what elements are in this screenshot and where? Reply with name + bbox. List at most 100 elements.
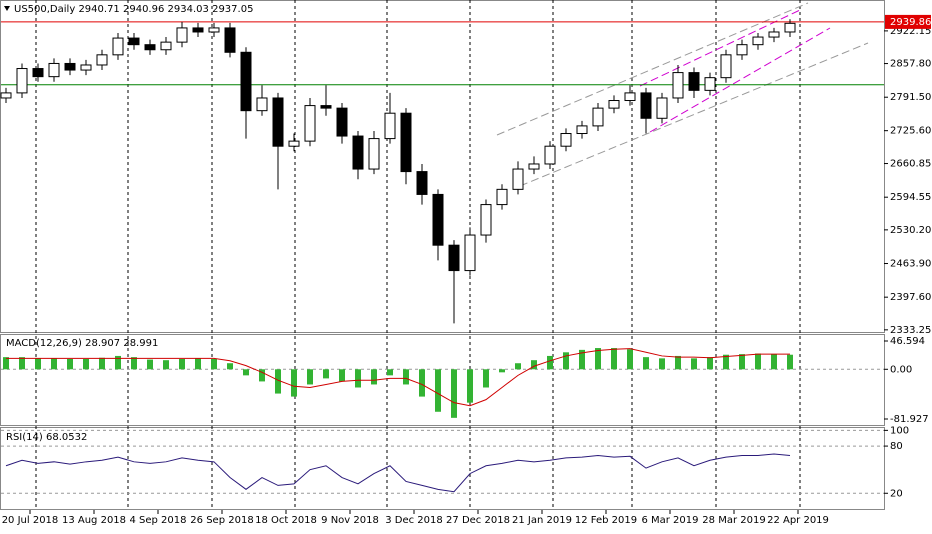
menu-arrow[interactable] (4, 6, 10, 11)
candle-body (48, 62, 60, 78)
candle-body (480, 204, 492, 236)
macd-bar (131, 357, 137, 370)
candle-body (672, 72, 684, 99)
macd-bar (435, 369, 441, 412)
y-tick-label: 2791.50 (890, 92, 931, 103)
main-panel (0, 0, 885, 333)
macd-bar (611, 348, 617, 370)
macd-bar (787, 354, 793, 370)
y-tick-label: 20 (890, 488, 903, 499)
candle-body (64, 62, 76, 71)
macd-bar (307, 369, 313, 385)
x-tick-label: 18 Oct 2018 (255, 515, 317, 526)
macd-bar (595, 348, 601, 370)
macd-bar (163, 360, 169, 370)
candle-body (720, 54, 732, 79)
candle-body (240, 51, 252, 112)
macd-bar (739, 354, 745, 370)
macd-bar (531, 360, 537, 370)
candle-body (128, 37, 140, 46)
macd-bar (51, 358, 57, 370)
x-tick-label: 3 Dec 2018 (385, 515, 443, 526)
macd-bar (723, 354, 729, 370)
candle-body (256, 97, 268, 112)
y-tick-label: 2594.55 (890, 192, 931, 203)
candle-body (560, 133, 572, 147)
candle-body (592, 107, 604, 127)
candle-body (80, 64, 92, 71)
candle-body (624, 92, 636, 102)
x-tick-label: 27 Dec 2018 (446, 515, 510, 526)
candle-body (752, 36, 764, 46)
candle-body (368, 138, 380, 170)
macd-bar (99, 357, 105, 370)
y-tick-label: 46.594 (890, 336, 925, 347)
header-title: RSI(14) (6, 432, 43, 443)
candle-body (784, 22, 796, 33)
candle-body (208, 27, 220, 33)
candle-body (400, 112, 412, 173)
candle-body (656, 97, 668, 119)
indicator-header: US500,Daily 2940.71 2940.96 2934.03 2937… (14, 4, 253, 15)
candle-body (192, 27, 204, 33)
macd-bar (83, 358, 89, 370)
candle-body (576, 125, 588, 135)
y-tick-label: 2857.80 (890, 59, 931, 70)
macd-bar (67, 358, 73, 370)
header-title: US500,Daily (14, 4, 75, 15)
candle-body (704, 77, 716, 91)
x-tick-label: 13 Aug 2018 (62, 515, 126, 526)
candle-body (432, 193, 444, 246)
y-tick-label: 2530.20 (890, 225, 931, 236)
macd-bar (243, 369, 249, 376)
y-tick-label: 2660.85 (890, 159, 931, 170)
macd-bar (675, 355, 681, 370)
header-value: 2937.05 (212, 4, 253, 15)
macd-bar (643, 357, 649, 370)
macd-bar (579, 349, 585, 370)
candle-body (384, 112, 396, 140)
header-value: 2934.03 (168, 4, 209, 15)
channel-line (639, 9, 801, 87)
macd-bar (467, 369, 473, 403)
macd-bar (691, 358, 697, 370)
candle-body (16, 68, 28, 94)
indicator-header: RSI(14) 68.0532 (6, 432, 87, 443)
channel-line (496, 2, 809, 136)
macd-bar (563, 352, 569, 370)
candle-body (224, 27, 236, 53)
macd-bar (355, 369, 361, 388)
macd-bar (323, 369, 329, 379)
macd-bar (659, 358, 665, 370)
candle-body (416, 171, 428, 195)
macd-bar (195, 358, 201, 370)
candle-body (608, 100, 620, 109)
header-value: 2940.71 (78, 4, 119, 15)
header-value: 28.991 (123, 338, 158, 349)
macd-bar (707, 357, 713, 370)
macd-panel (0, 334, 885, 426)
x-tick-label: 6 Mar 2019 (641, 515, 698, 526)
macd-bar (755, 353, 761, 370)
x-tick-label: 4 Sep 2018 (129, 515, 186, 526)
candle-body (640, 92, 652, 119)
candle-body (0, 92, 12, 99)
candle-body (768, 31, 780, 38)
header-title: MACD(12,26,9) (6, 338, 82, 349)
macd-bar (451, 369, 457, 418)
y-tick-label: 100 (890, 425, 909, 436)
y-tick-label: 2333.25 (890, 325, 931, 336)
x-tick-label: 20 Jul 2018 (2, 515, 59, 526)
x-tick-label: 9 Nov 2018 (321, 515, 379, 526)
candle-body (544, 145, 556, 165)
candle-body (160, 41, 172, 51)
x-tick-label: 21 Jan 2019 (512, 515, 572, 526)
candle-body (512, 168, 524, 190)
candle-body (464, 234, 476, 272)
macd-bar (291, 369, 297, 397)
header-value: 28.907 (85, 338, 120, 349)
y-tick-label: 80 (890, 441, 903, 452)
macd-bar (115, 355, 121, 370)
y-tick-label: 2922.15 (890, 26, 931, 37)
